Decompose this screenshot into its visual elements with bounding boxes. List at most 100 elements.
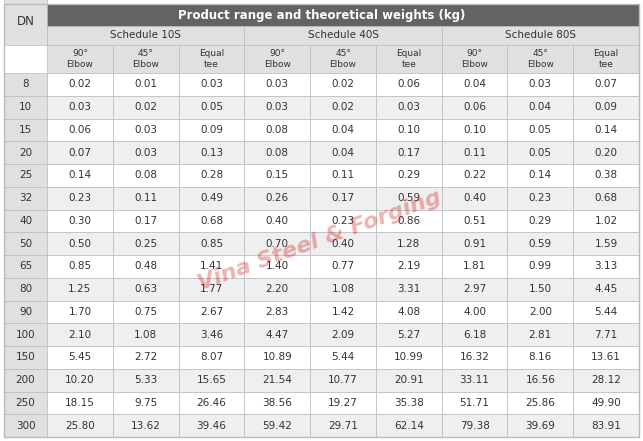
Text: 0.68: 0.68 [200, 216, 223, 226]
Text: 0.23: 0.23 [68, 193, 91, 203]
Text: 62.14: 62.14 [394, 421, 424, 430]
Text: 0.05: 0.05 [529, 148, 552, 157]
Bar [442, 119, 507, 141]
Bar [244, 119, 310, 141]
Bar [47, 278, 113, 300]
Bar [573, 369, 639, 392]
Text: 32: 32 [19, 193, 32, 203]
Text: 0.11: 0.11 [134, 193, 158, 203]
Text: 10.20: 10.20 [65, 375, 95, 385]
Bar [4, 232, 47, 255]
Text: 0.08: 0.08 [134, 170, 157, 180]
Bar [4, 323, 47, 346]
Bar [573, 414, 639, 437]
Text: 2.09: 2.09 [331, 329, 354, 340]
Text: 0.15: 0.15 [266, 170, 289, 180]
Bar [442, 255, 507, 278]
Bar [442, 392, 507, 414]
Text: Schedule 10S: Schedule 10S [110, 30, 181, 41]
Text: 0.02: 0.02 [134, 102, 157, 112]
Text: 0.26: 0.26 [266, 193, 289, 203]
Bar [47, 73, 113, 96]
Bar [4, 164, 47, 187]
Bar [376, 392, 442, 414]
Bar [4, 119, 47, 141]
Bar [507, 323, 573, 346]
Bar [507, 369, 573, 392]
Text: 0.07: 0.07 [68, 148, 91, 157]
Bar [442, 96, 507, 119]
Bar [179, 278, 244, 300]
Bar [507, 278, 573, 300]
Bar [310, 392, 376, 414]
Bar [573, 164, 639, 187]
Bar [573, 96, 639, 119]
Text: 18.15: 18.15 [65, 398, 95, 408]
Text: 0.09: 0.09 [595, 102, 618, 112]
Text: 45°
Elbow: 45° Elbow [527, 49, 554, 69]
Bar [310, 232, 376, 255]
Text: 0.22: 0.22 [463, 170, 486, 180]
Text: 0.17: 0.17 [397, 148, 421, 157]
Text: 200: 200 [15, 375, 35, 385]
Bar [4, 0, 47, 45]
Text: 2.10: 2.10 [68, 329, 91, 340]
Text: 0.05: 0.05 [200, 102, 223, 112]
Bar [573, 392, 639, 414]
Bar [47, 414, 113, 437]
Text: 90°
Elbow: 90° Elbow [461, 49, 488, 69]
Bar [573, 323, 639, 346]
Bar [376, 164, 442, 187]
Text: 51.71: 51.71 [460, 398, 489, 408]
Bar [113, 414, 179, 437]
Text: 79.38: 79.38 [460, 421, 489, 430]
Bar [179, 255, 244, 278]
Bar [442, 73, 507, 96]
Text: 1.42: 1.42 [331, 307, 355, 317]
Bar [47, 45, 113, 73]
Bar [244, 392, 310, 414]
Bar [244, 323, 310, 346]
Text: 0.14: 0.14 [595, 125, 618, 135]
Text: 0.40: 0.40 [266, 216, 289, 226]
Text: 83.91: 83.91 [591, 421, 621, 430]
Bar [47, 96, 113, 119]
Text: 5.33: 5.33 [134, 375, 158, 385]
Bar [442, 141, 507, 164]
Bar [310, 45, 376, 73]
Bar [4, 255, 47, 278]
Bar [47, 392, 113, 414]
Text: 0.13: 0.13 [200, 148, 223, 157]
Bar [376, 414, 442, 437]
Text: 29.71: 29.71 [328, 421, 358, 430]
Bar [113, 392, 179, 414]
Text: 10: 10 [19, 102, 32, 112]
Bar [310, 346, 376, 369]
Text: 39.46: 39.46 [197, 421, 226, 430]
Bar [113, 164, 179, 187]
Text: 10.77: 10.77 [328, 375, 358, 385]
Text: 16.56: 16.56 [525, 375, 556, 385]
Text: 0.40: 0.40 [463, 193, 486, 203]
Text: Product range and theoretical weights (kg): Product range and theoretical weights (k… [178, 8, 465, 22]
Text: 0.04: 0.04 [529, 102, 552, 112]
Bar [179, 414, 244, 437]
Text: 2.81: 2.81 [529, 329, 552, 340]
Text: 0.10: 0.10 [397, 125, 421, 135]
Bar [310, 323, 376, 346]
Bar [573, 300, 639, 323]
Text: 80: 80 [19, 284, 32, 294]
Text: 0.68: 0.68 [595, 193, 618, 203]
Bar [4, 369, 47, 392]
Text: 0.63: 0.63 [134, 284, 158, 294]
Bar [442, 346, 507, 369]
Text: 250: 250 [15, 398, 35, 408]
Text: 100: 100 [15, 329, 35, 340]
Text: 65: 65 [19, 262, 32, 271]
Text: 2.97: 2.97 [463, 284, 486, 294]
Text: 15: 15 [19, 125, 32, 135]
Bar [442, 26, 639, 45]
Bar [573, 141, 639, 164]
Text: 45°
Elbow: 45° Elbow [330, 49, 356, 69]
Bar [442, 300, 507, 323]
